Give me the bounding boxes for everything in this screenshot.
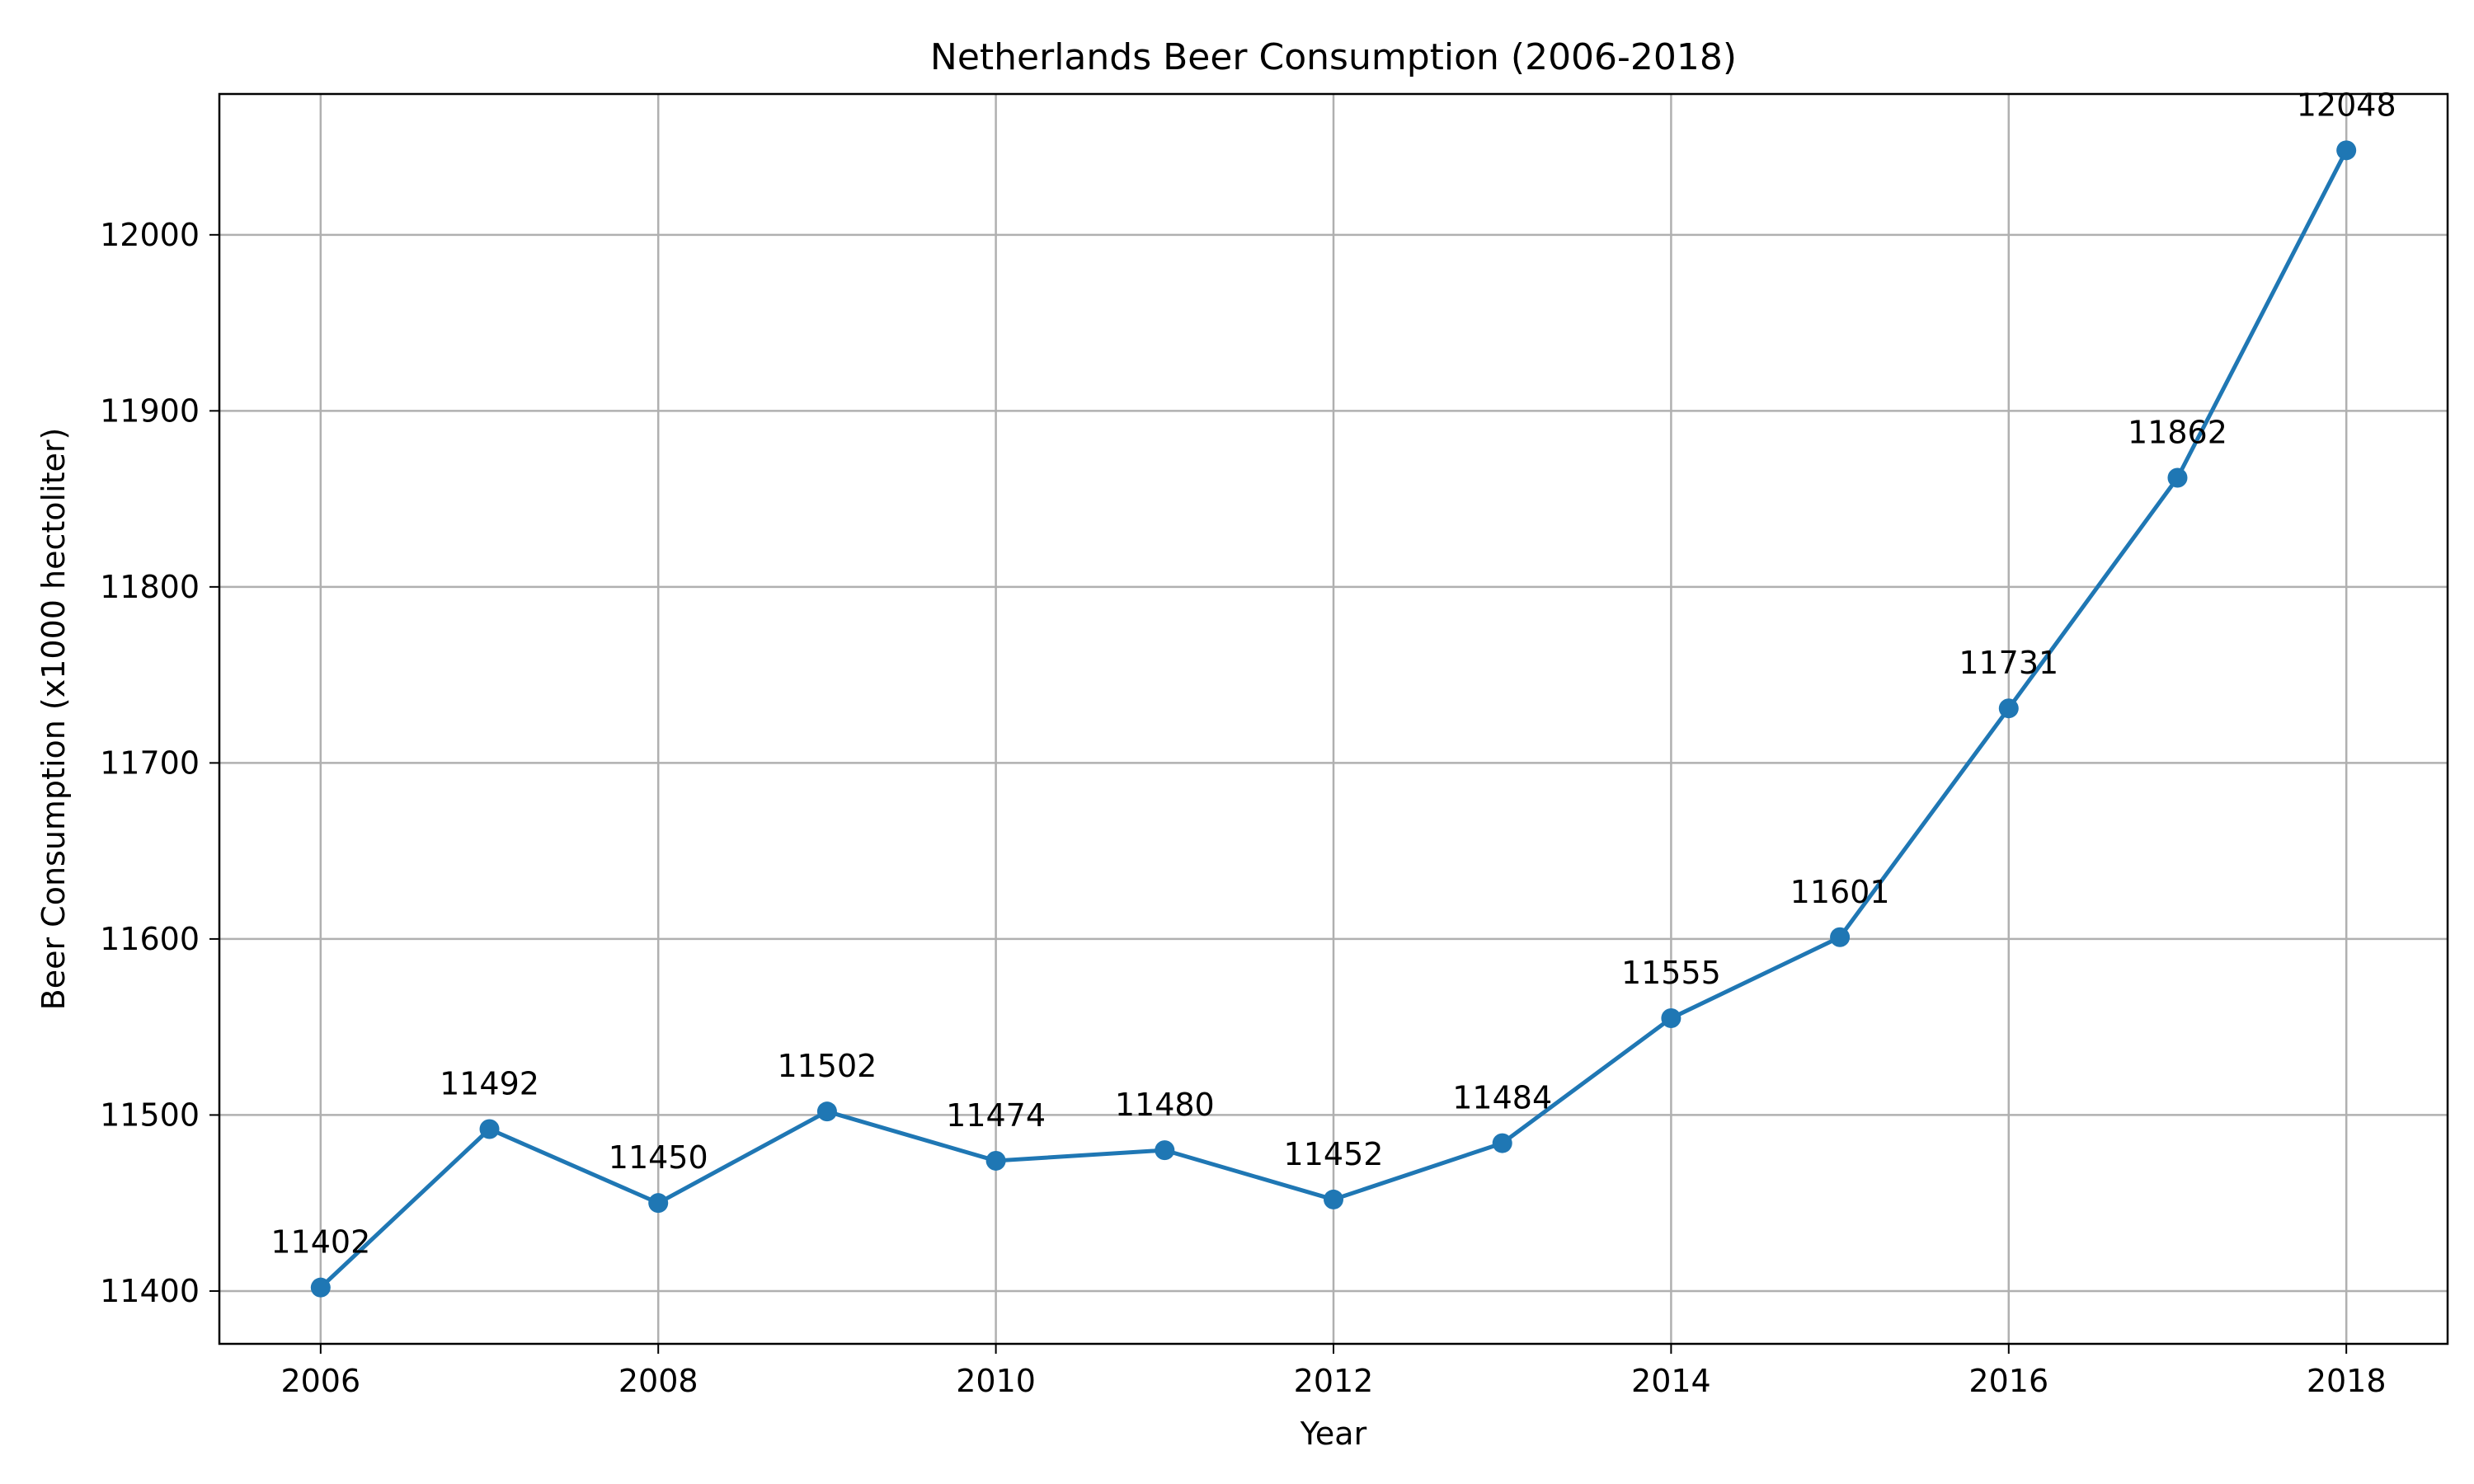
data-label-2013: 11484 bbox=[1452, 1080, 1552, 1116]
data-point-2012 bbox=[1324, 1189, 1343, 1209]
x-axis-label: Year bbox=[1300, 1416, 1367, 1452]
x-tick-label: 2010 bbox=[956, 1363, 1036, 1399]
x-tick-label: 2016 bbox=[1968, 1363, 2048, 1399]
data-label-2012: 11452 bbox=[1284, 1136, 1384, 1172]
x-tick-label: 2018 bbox=[2307, 1363, 2387, 1399]
data-label-2009: 11502 bbox=[777, 1048, 877, 1084]
data-point-2015 bbox=[1830, 927, 1851, 947]
axis-ticks: 2006 2008 2010 2012 2014 2016 2018 11400 11500 11… bbox=[100, 217, 2386, 1399]
data-point-2009 bbox=[816, 1101, 837, 1122]
data-point-2007 bbox=[479, 1119, 500, 1139]
data-label-2015: 11601 bbox=[1790, 874, 1890, 910]
data-label-2008: 11450 bbox=[609, 1139, 708, 1176]
x-tick-label: 2006 bbox=[280, 1363, 360, 1399]
x-tick-label: 2012 bbox=[1294, 1363, 1374, 1399]
data-label-2018: 12048 bbox=[2297, 87, 2396, 123]
data-label-2017: 11862 bbox=[2128, 414, 2227, 450]
y-tick-label: 11700 bbox=[100, 744, 200, 781]
data-point-2014 bbox=[1661, 1007, 1681, 1028]
data-label-2006: 11402 bbox=[270, 1224, 370, 1261]
series-layer bbox=[310, 140, 2357, 1298]
data-point-2006 bbox=[310, 1277, 331, 1298]
y-tick-label: 11800 bbox=[100, 569, 200, 605]
grid-lines bbox=[219, 94, 2448, 1344]
data-label-2011: 11480 bbox=[1115, 1087, 1215, 1123]
y-tick-label: 12000 bbox=[100, 217, 200, 253]
y-tick-label: 11500 bbox=[100, 1097, 200, 1133]
y-axis-label: Beer Consumption (x1000 hectoliter) bbox=[35, 428, 72, 1011]
data-label-2014: 11555 bbox=[1621, 955, 1721, 991]
y-tick-label: 11400 bbox=[100, 1273, 200, 1309]
y-tick-label: 11900 bbox=[100, 392, 200, 429]
data-label-2007: 11492 bbox=[440, 1066, 539, 1102]
y-tick-label: 11600 bbox=[100, 921, 200, 957]
data-point-2017 bbox=[2167, 467, 2188, 488]
data-point-2018 bbox=[2336, 140, 2357, 161]
data-point-2011 bbox=[1155, 1140, 1175, 1161]
data-labels: 11402 11492 11450 11502 11474 11480 11452 11484… bbox=[270, 87, 2396, 1260]
x-tick-label: 2008 bbox=[618, 1363, 698, 1399]
x-tick-label: 2014 bbox=[1631, 1363, 1711, 1399]
data-point-2008 bbox=[648, 1193, 669, 1214]
data-point-2016 bbox=[1998, 698, 2019, 719]
chart-title: Netherlands Beer Consumption (2006-2018) bbox=[930, 36, 1737, 78]
data-point-2013 bbox=[1492, 1133, 1512, 1153]
data-point-2010 bbox=[985, 1150, 1006, 1171]
data-label-2010: 11474 bbox=[946, 1097, 1046, 1134]
data-label-2016: 11731 bbox=[1959, 645, 2058, 681]
